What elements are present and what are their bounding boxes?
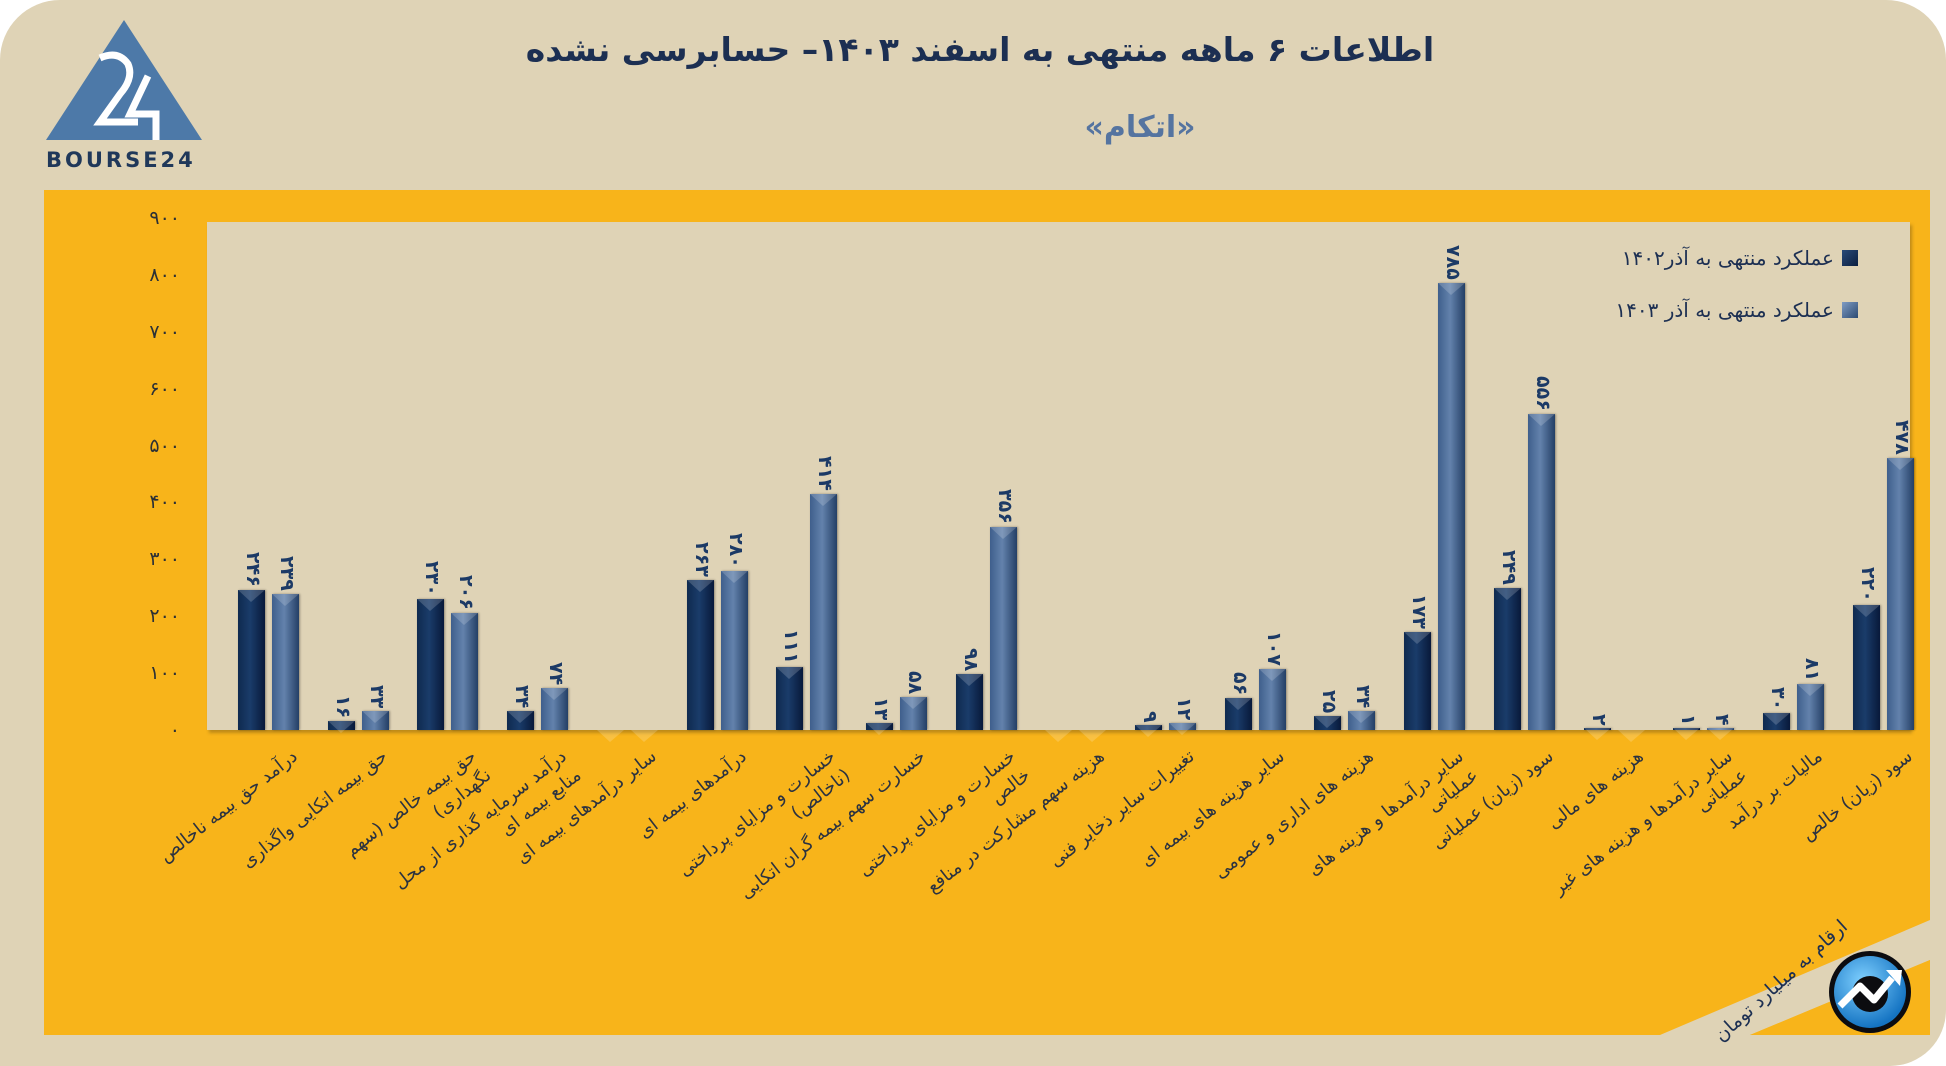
y-tick-label: ۷۰۰ [149,320,180,343]
legend-item-1402: عملکرد منتهی به آذر۱۴۰۲ [1558,232,1858,284]
y-tick-label: ۳۰۰ [149,548,180,571]
y-tick-label: ۶۰۰ [149,377,180,400]
legend-swatch-icon [1842,302,1858,318]
bar-1402 [1762,712,1790,730]
bar-1402 [1673,728,1701,740]
bar-1402 [1314,715,1342,730]
bar-1402 [865,722,893,736]
value-label: ۲۴۹ [1497,550,1520,586]
value-label: ۹۸ [959,648,982,672]
bar-1402 [955,674,983,730]
bar-1402 [1583,728,1611,740]
value-label: ۳۴ [511,684,534,708]
value-label: ۵۸ [903,671,926,695]
bar-1403 [1258,669,1286,730]
value-label: ۴ [1711,713,1734,726]
chart-title: اطلاعات ۶ ماهه منتهی به اسفند ۱۴۰۳– حساب… [525,30,1435,69]
value-label: ۱۰۷ [1262,631,1285,666]
y-tick-label: ۵۰۰ [149,434,180,457]
value-label: ۵۵۶ [1531,375,1554,411]
bar-1403 [989,527,1017,730]
y-tick-label: ۹۰۰ [149,207,180,229]
trend-arrow-circle-icon [1829,951,1911,1033]
bar-1403 [272,594,299,730]
value-label: ۲ [1587,714,1610,726]
value-label: ۳۴ [1352,684,1375,708]
value-label: ۲۵ [1318,689,1341,713]
bar-1403 [451,612,479,730]
value-label: ۱ [1677,714,1700,726]
bar-1403 [899,697,927,730]
y-tick-label: ۸۰۰ [149,263,180,286]
company-name: «اتکام» [1084,110,1196,145]
value-label: ۴۷۸ [1890,420,1913,455]
value-label: ۲۸۰ [724,532,747,568]
bar-1402 [1493,588,1521,730]
value-label: ۱۲ [1173,697,1195,721]
bourse24-logo-icon [46,20,202,140]
bar-1403 [361,711,389,730]
bar-1403 [1348,710,1376,730]
bar-1402 [1135,724,1162,738]
value-label: ۱۳ [869,696,892,720]
bar-1402 [507,710,535,730]
bar-1402 [1852,604,1880,730]
bar-1403 [1527,413,1555,730]
bar-1403 [810,494,838,730]
bar-1403 [1169,723,1196,735]
value-label: ۸۱ [1800,657,1823,682]
value-label: ۲۲۰ [1856,566,1879,602]
value-label: ۷۸۵ [1442,245,1465,281]
value-label: ۲۶۳ [690,542,713,578]
y-tick-label: ۰ [169,719,180,741]
plot-area [207,222,1914,742]
legend-item-1403: عملکرد منتهی به آذر ۱۴۰۳ [1558,284,1858,336]
value-label: ۱۶ [331,694,354,719]
y-tick-label: ۱۰۰ [149,662,180,685]
value-label: ۱۷۳ [1408,593,1431,629]
bar-1403 [1886,458,1914,730]
value-label: ۱۱۱ [780,628,803,664]
bar-1403 [1707,727,1735,742]
value-label: ۲۴۶ [242,552,264,587]
bar-1403 [541,687,569,730]
value-label: ۹ [1139,710,1161,723]
bar-1402 [776,666,804,730]
legend-label: عملکرد منتهی به آذر۱۴۰۲ [1621,246,1834,270]
value-label: ۵۶ [1228,672,1251,696]
bar-1403 [1438,283,1466,730]
value-label: ۲۰۶ [455,574,478,610]
legend-swatch-icon [1842,250,1858,266]
value-label: ۷۴ [545,661,568,686]
bar-1402 [1404,631,1432,730]
value-label: ۳۰ [1766,686,1789,711]
bar-1403 [720,570,748,730]
value-label: ۲۳۰ [421,561,444,596]
legend: عملکرد منتهی به آذر۱۴۰۲ عملکرد منتهی به … [1558,232,1858,336]
value-label: ۲۳۹ [276,556,298,591]
value-label: ۴۱۴ [814,456,837,492]
value-label: ۳۳ [365,685,388,709]
legend-label: عملکرد منتهی به آذر ۱۴۰۳ [1615,298,1834,322]
bar-1402 [417,599,445,730]
y-tick-label: ۲۰۰ [149,605,180,628]
bar-1402 [327,720,355,734]
y-tick-label: ۴۰۰ [149,491,180,514]
value-label: ۳۵۶ [993,489,1016,525]
bar-1402 [1224,698,1252,730]
bar-1402 [686,580,714,730]
bar-1402 [238,590,265,730]
logo-text: BOURSE24 [46,148,196,172]
bar-1403 [1796,683,1824,730]
